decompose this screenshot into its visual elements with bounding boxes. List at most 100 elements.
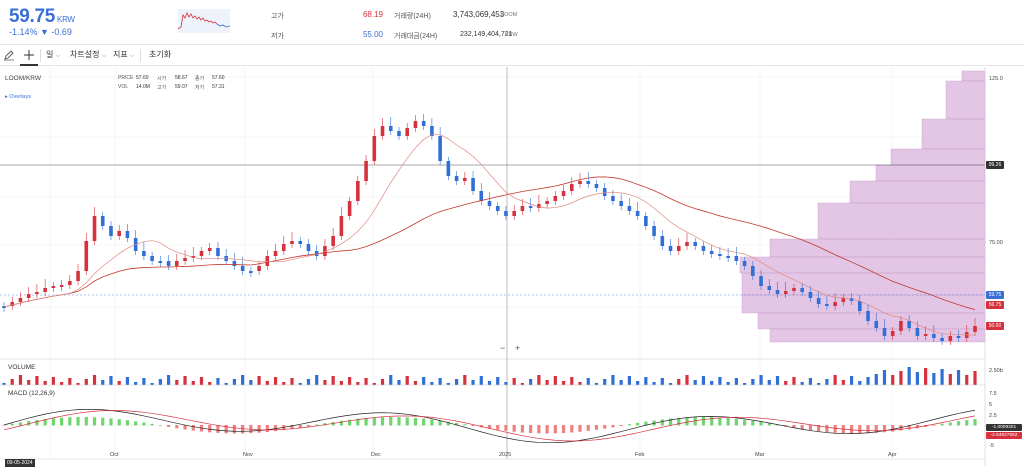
volume-bar xyxy=(726,382,730,385)
volume-bar xyxy=(18,375,23,385)
triangle-right-icon: ▸ xyxy=(5,94,10,100)
volume-bar xyxy=(438,378,442,385)
ohlc-vol: 14.0M xyxy=(136,84,150,90)
macd-line xyxy=(3,408,976,444)
volume-bar xyxy=(858,381,862,385)
candle-body xyxy=(463,178,467,181)
volume-bar xyxy=(849,376,854,385)
macd-histogram-bar xyxy=(208,425,212,433)
macd-histogram-bar xyxy=(216,425,220,433)
volume-bar xyxy=(660,378,664,385)
candle-body xyxy=(783,291,788,294)
symbol-label: LOOM/KRW xyxy=(5,75,41,82)
pencil-icon[interactable] xyxy=(3,49,15,61)
macd-histogram-bar xyxy=(471,425,475,427)
volume-bar xyxy=(348,377,352,385)
candle-body xyxy=(701,246,706,251)
volume-profile-bar xyxy=(849,180,986,204)
macd-histogram-bar xyxy=(833,425,837,433)
volume-bar xyxy=(117,381,121,385)
volume-bar xyxy=(282,382,286,385)
candle-body xyxy=(10,302,15,306)
macd-histogram-bar xyxy=(298,425,302,428)
candle-body xyxy=(874,321,879,328)
candle-body xyxy=(512,211,516,216)
macd-histogram-bar xyxy=(315,424,319,426)
candle-body xyxy=(257,266,261,271)
ohlc-high: 59.07 xyxy=(175,84,188,90)
volume-bar xyxy=(60,382,64,385)
macd-histogram-bar xyxy=(142,422,146,426)
candle-body xyxy=(825,304,829,306)
candle-body xyxy=(775,290,780,294)
reset-button[interactable]: 초기화 xyxy=(149,50,172,59)
macd-histogram-bar xyxy=(446,421,450,426)
candle-body xyxy=(973,326,977,332)
macd-histogram-bar xyxy=(578,425,582,432)
divider xyxy=(140,49,141,62)
period-select[interactable]: 일 ⌵ xyxy=(46,50,61,59)
macd-histogram-bar xyxy=(117,419,121,426)
macd-histogram-bar xyxy=(767,423,771,426)
volume-bar xyxy=(611,375,615,385)
volume-bar xyxy=(430,382,434,385)
macd-histogram-bar xyxy=(619,425,623,427)
macd-histogram-bar xyxy=(907,425,911,430)
candle-body xyxy=(479,191,484,201)
macd-histogram-bar xyxy=(257,425,261,433)
volume-bar xyxy=(471,380,475,385)
macd-histogram-bar xyxy=(356,418,360,426)
macd-histogram-bar xyxy=(496,425,500,430)
volume-bar xyxy=(529,379,533,385)
volume-bar xyxy=(800,382,804,385)
macd-histogram-bar xyxy=(27,421,31,426)
candle-body xyxy=(495,206,500,211)
candle-body xyxy=(68,281,72,285)
candle-body xyxy=(907,321,911,328)
high-value: 68.19 xyxy=(362,10,383,19)
volume-bar xyxy=(677,379,681,385)
macd-histogram-bar xyxy=(438,420,442,426)
macd-histogram-bar xyxy=(504,425,508,431)
macd-histogram-bar xyxy=(956,421,961,426)
ohlc-price-label: PRICE xyxy=(118,75,134,81)
ohlc-high-label: 고가 xyxy=(157,85,167,91)
candle-body xyxy=(915,328,920,336)
volume-bar xyxy=(265,381,269,385)
low-label: 저가 xyxy=(271,33,284,40)
macd-panel-title: MACD (12,26,9) xyxy=(8,390,55,397)
volume-bar xyxy=(948,374,952,385)
candle-body xyxy=(545,201,549,204)
volume-bar xyxy=(331,376,335,385)
indicators-button[interactable]: 지표 ⌵ xyxy=(113,50,135,59)
candle-body xyxy=(109,226,113,236)
price-chart[interactable] xyxy=(0,67,1024,466)
candle-body xyxy=(372,136,377,161)
time-tick: Apr xyxy=(888,452,897,458)
macd-histogram-bar xyxy=(965,420,969,426)
candle-body xyxy=(644,216,648,226)
volume-bar xyxy=(775,376,780,385)
macd-histogram-bar xyxy=(800,425,804,430)
volume-profile-bar xyxy=(890,148,986,166)
candle-body xyxy=(397,131,401,136)
volume-bar xyxy=(397,380,401,385)
macd-histogram-bar xyxy=(487,425,492,429)
candle-body xyxy=(726,256,730,258)
ohlc-close-label: 종가 xyxy=(195,76,205,82)
macd-histogram-bar xyxy=(685,417,689,426)
volume-bar xyxy=(43,381,47,385)
crosshair-icon[interactable] xyxy=(23,49,35,61)
volume-profile-bar xyxy=(769,328,986,343)
macd-histogram-bar xyxy=(940,423,944,426)
volume-bar xyxy=(619,380,623,385)
zoom-out-button[interactable]: − xyxy=(500,343,506,353)
zoom-in-button[interactable]: + xyxy=(515,343,521,353)
time-tick: Oct xyxy=(110,452,119,458)
volume-bar xyxy=(273,377,278,385)
volume-bar xyxy=(907,367,911,385)
ohlc-vol-label: VOL xyxy=(118,84,129,90)
candle-body xyxy=(413,121,418,128)
chart-settings-button[interactable]: 차트설정 ⌵ xyxy=(70,50,107,59)
overlays-toggle[interactable]: ▸ Overlays xyxy=(5,94,31,100)
